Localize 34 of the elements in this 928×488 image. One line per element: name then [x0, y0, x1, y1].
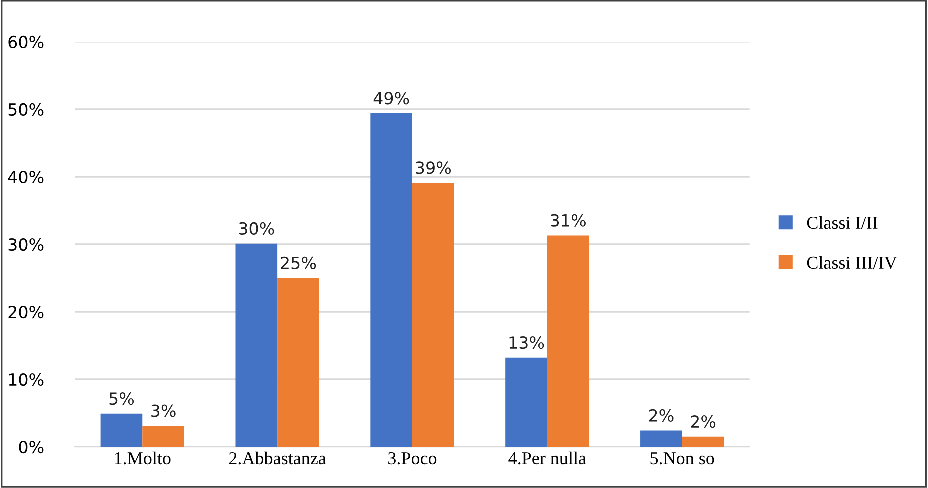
bar: [278, 278, 320, 448]
x-tick-label: 1.Molto: [115, 452, 171, 465]
data-label: 13%: [510, 336, 544, 350]
legend-label: Classi I/II: [807, 216, 878, 230]
bar: [412, 183, 454, 448]
bar: [100, 414, 143, 448]
data-label: 3%: [152, 404, 176, 418]
y-tick-label: 50%: [8, 103, 44, 116]
data-label: 39%: [416, 162, 452, 174]
y-tick-label: 10%: [9, 373, 44, 386]
x-tick-label: 2.Abbastanza: [229, 452, 326, 465]
bar: [547, 236, 590, 448]
x-tick-label: 4.Per nulla: [508, 452, 586, 465]
y-tick-label: 0%: [19, 440, 44, 454]
data-label: 30%: [239, 222, 274, 236]
bar: [142, 426, 184, 448]
y-tick-label: 40%: [8, 170, 44, 184]
y-tick-label: 60%: [8, 36, 44, 49]
data-label: 49%: [374, 92, 410, 105]
bar: [506, 358, 548, 448]
data-label: 31%: [551, 214, 586, 227]
bar: [370, 114, 412, 448]
x-tick-label: 3.Poco: [388, 452, 437, 465]
bar: [236, 244, 278, 448]
data-label: 2%: [649, 409, 674, 422]
data-label: 5%: [110, 392, 134, 406]
data-label: 25%: [281, 256, 316, 270]
y-tick-label: 20%: [8, 306, 44, 319]
bar: [640, 430, 682, 448]
x-tick-label: 5.Non so: [650, 452, 714, 465]
bar: [682, 436, 724, 448]
legend-label: Classi III/IV: [807, 256, 898, 270]
data-label: 2%: [691, 415, 716, 428]
y-tick-label: 30%: [8, 238, 44, 252]
